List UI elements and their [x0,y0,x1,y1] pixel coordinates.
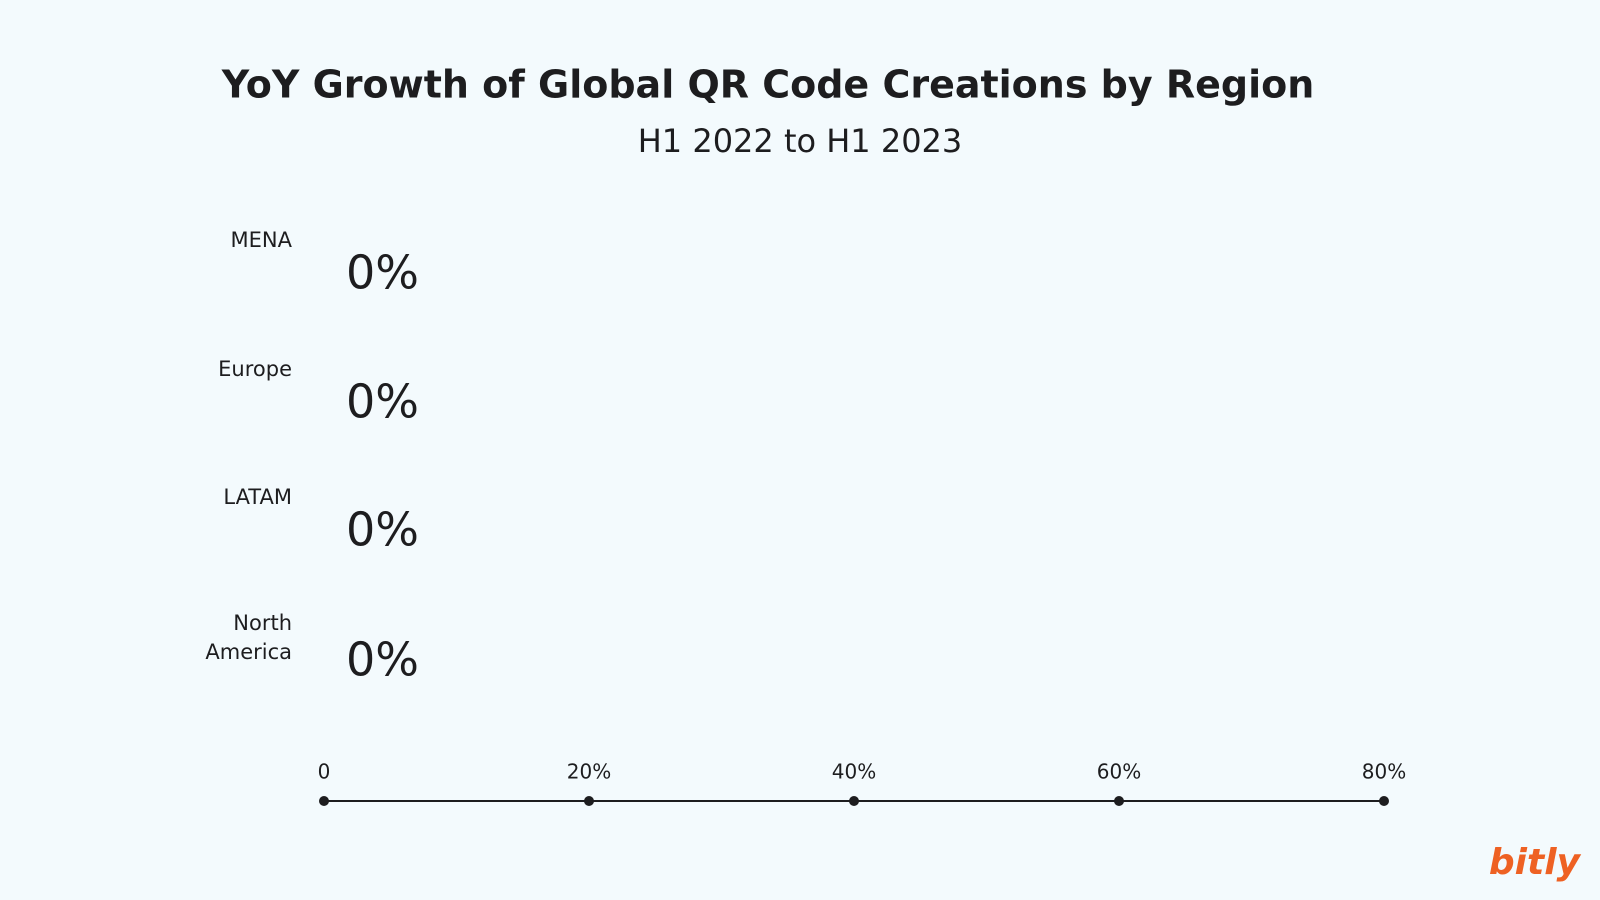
x-tick-label: 60% [1097,760,1141,784]
x-tick-label: 40% [832,760,876,784]
chart-subtitle: H1 2022 to H1 2023 [638,122,963,160]
value-label: 0% [346,503,419,557]
tick-mark [584,796,594,806]
category-label: LATAM [223,485,292,509]
value-label: 0% [346,246,419,300]
tick-mark [1114,796,1124,806]
category-label: Europe [218,357,292,381]
tick-mark [319,796,329,806]
x-tick-label: 0 [318,760,331,784]
tick-mark [849,796,859,806]
chart-title: YoY Growth of Global QR Code Creations b… [221,63,1315,107]
logo: bitly [1489,842,1582,883]
value-label: 0% [346,633,419,687]
category-label: MENA [230,228,292,252]
x-tick-label: 20% [567,760,611,784]
category-label: North America [205,611,292,664]
tick-mark [1379,796,1389,806]
value-label: 0% [346,375,419,429]
x-tick-label: 80% [1362,760,1406,784]
